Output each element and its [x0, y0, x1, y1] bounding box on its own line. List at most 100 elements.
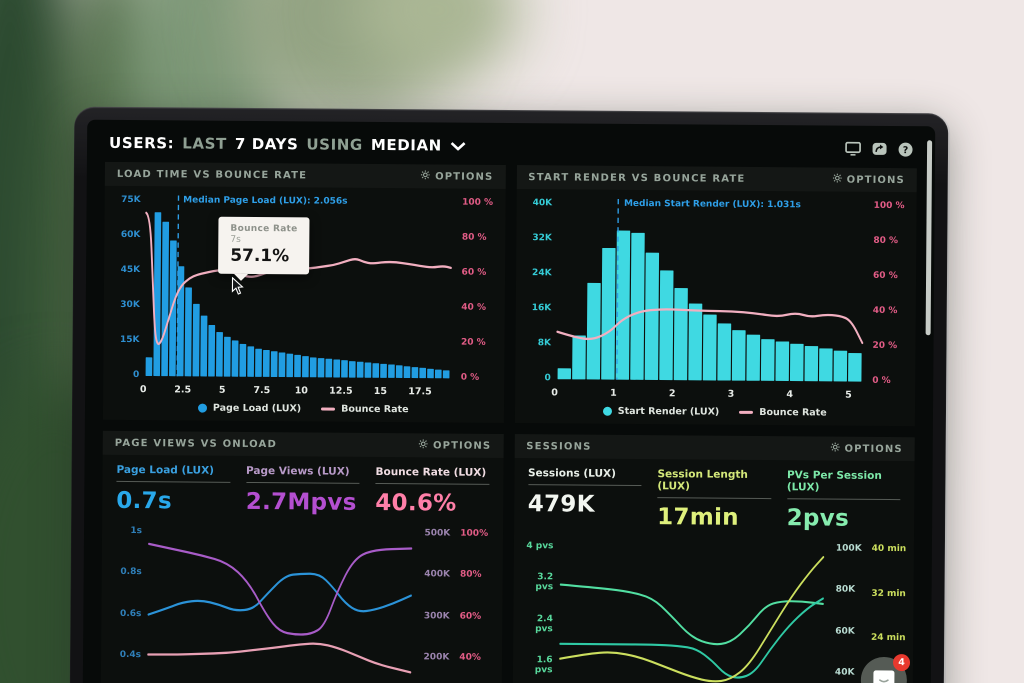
- chat-launcher-button[interactable]: 4: [860, 654, 911, 683]
- legend-line-marker: [321, 407, 336, 411]
- y-tick-label: 40 %: [461, 302, 487, 313]
- y-axis-right: 100 % 80 % 60 % 40 % 20 % 0 %: [863, 198, 912, 386]
- y-tick-label: 20 %: [872, 340, 898, 352]
- histogram-bar: [600, 247, 616, 380]
- x-tick-label: 15: [373, 385, 388, 398]
- x-tick-label: 1: [610, 387, 617, 399]
- y-tick-label: 15K: [119, 334, 140, 346]
- line-chart-svg: [558, 556, 824, 683]
- legend-item: Page Load (LUX): [197, 402, 302, 415]
- bounce-rate-line: [555, 308, 863, 345]
- y-tick-label: 40K: [834, 667, 855, 678]
- histogram-bar: [286, 353, 294, 378]
- display-icon[interactable]: [845, 141, 861, 156]
- panel-page-views: PAGE VIEWS VS ONLOAD OPTIONS Page Load (…: [100, 430, 504, 683]
- y-tick-label: 16K: [531, 303, 552, 314]
- histogram-bar: [231, 340, 239, 377]
- histogram-bar: [847, 352, 862, 382]
- options-button[interactable]: OPTIONS: [419, 439, 491, 452]
- series-line-sessions-lux: [558, 597, 824, 679]
- histogram-bar: [818, 348, 833, 382]
- histogram-bar: [395, 365, 403, 378]
- y-tick-label: 0.6s: [120, 608, 142, 619]
- y-tick-label: 24 min: [870, 633, 906, 644]
- y-tick-label: 80 %: [873, 235, 899, 247]
- chart-legend: Page Load (LUX) Bounce Rate: [107, 397, 500, 421]
- histogram-bar: [403, 366, 411, 379]
- metric-label: PVs Per Session (LUX): [786, 469, 901, 501]
- y-tick-label: 60 %: [461, 267, 487, 278]
- y-tick-label: 3.2 pvs: [535, 572, 554, 593]
- options-label: OPTIONS: [846, 174, 905, 186]
- panel-title: SESSIONS: [526, 440, 592, 453]
- histogram-bar: [380, 363, 387, 378]
- share-icon[interactable]: [872, 142, 887, 156]
- x-axis: 0 2.5 5 7.5 10 12.5 15 17.5: [140, 380, 452, 399]
- legend-dot-marker: [197, 403, 207, 413]
- panel-header: PAGE VIEWS VS ONLOAD OPTIONS: [103, 431, 504, 458]
- legend-dot-marker: [602, 406, 612, 416]
- legend-label: Page Load (LUX): [212, 402, 302, 415]
- panel-title: START RENDER VS BOUNCE RATE: [528, 171, 746, 185]
- y-tick-label: 60K: [120, 229, 141, 241]
- x-tick-label: 0: [551, 387, 558, 399]
- y-tick-label: 20 %: [460, 337, 486, 348]
- histogram-bar: [419, 367, 427, 379]
- svg-text:?: ?: [903, 145, 909, 156]
- x-axis: 0 1 2 3 4 5: [551, 383, 864, 402]
- mouse-cursor-icon: [231, 277, 244, 300]
- y-tick-label: 40 %: [872, 305, 898, 317]
- y-tick-label: 80 %: [461, 232, 487, 243]
- metric-value: 2pvs: [786, 505, 850, 532]
- histogram-bar: [161, 221, 170, 377]
- x-tick-label: 3: [727, 388, 735, 400]
- y-tick-label: 80K: [835, 584, 856, 596]
- median-dashed-line: [615, 198, 619, 380]
- options-button[interactable]: OPTIONS: [832, 173, 905, 187]
- y-axis-right: 500K 400K 300K 200K 100% 80% 60% 40%: [414, 524, 503, 663]
- y-tick-label: 4 pvs: [526, 541, 554, 552]
- title-last: LAST: [182, 134, 227, 153]
- users-filter-dropdown[interactable]: USERS: LAST 7 DAYS USING MEDIAN: [109, 134, 466, 155]
- panel-header: LOAD TIME VS BOUNCE RATE OPTIONS: [105, 162, 506, 189]
- histogram-bar: [442, 370, 450, 379]
- legend-item: Start Render (LUX): [602, 406, 719, 418]
- median-dashed-line: [176, 195, 180, 377]
- metric-page-views-lux: Page Views (LUX) 2.7Mpvs: [246, 464, 360, 516]
- y-tick-label: 0.8s: [120, 567, 142, 578]
- y-axis-left: 75K 60K 45K 30K 15K 0: [107, 192, 144, 380]
- title-days: 7 DAYS: [234, 134, 299, 154]
- x-tick-label: 4: [786, 389, 794, 401]
- median-annotation: Median Start Render (LUX): 1.031s: [623, 198, 801, 211]
- y-tick-label: 0.4s: [119, 649, 142, 661]
- help-icon[interactable]: ?: [898, 142, 913, 157]
- histogram-bar: [317, 358, 325, 378]
- y-tick-label: 100 %: [462, 197, 494, 208]
- options-button[interactable]: OPTIONS: [421, 170, 493, 183]
- x-tick-label: 5: [845, 389, 852, 401]
- y-tick-label: 30K: [120, 299, 140, 311]
- y-tick-label: 40 min: [871, 543, 907, 555]
- histogram-bar: [760, 339, 775, 381]
- histogram-bar: [372, 363, 380, 378]
- metric-value: 0.7s: [116, 487, 173, 515]
- histogram-bar: [333, 359, 341, 378]
- metric-label: Sessions (LUX): [527, 467, 642, 487]
- metrics-row: Page Load (LUX) 0.7s Page Views (LUX) 2.7Mp…: [102, 455, 503, 521]
- histogram-bar: [247, 346, 255, 377]
- y-tick-label: 1s: [130, 526, 143, 537]
- y-tick-label: 1.6 pvs: [534, 655, 553, 676]
- histogram-bar: [687, 303, 702, 381]
- histogram-bar: [586, 282, 601, 380]
- histogram-bar: [411, 367, 419, 379]
- chevron-down-icon: [450, 137, 466, 155]
- x-tick-label: 2.5: [174, 384, 192, 396]
- histogram-bar: [294, 354, 301, 378]
- options-button[interactable]: OPTIONS: [830, 442, 903, 456]
- gear-icon: [830, 442, 840, 455]
- histogram-bar: [427, 368, 434, 379]
- histogram-bar: [325, 358, 333, 378]
- dashboard-screen: USERS: LAST 7 DAYS USING MEDIAN ? LOAD T…: [82, 119, 936, 683]
- histogram-bar: [716, 323, 731, 381]
